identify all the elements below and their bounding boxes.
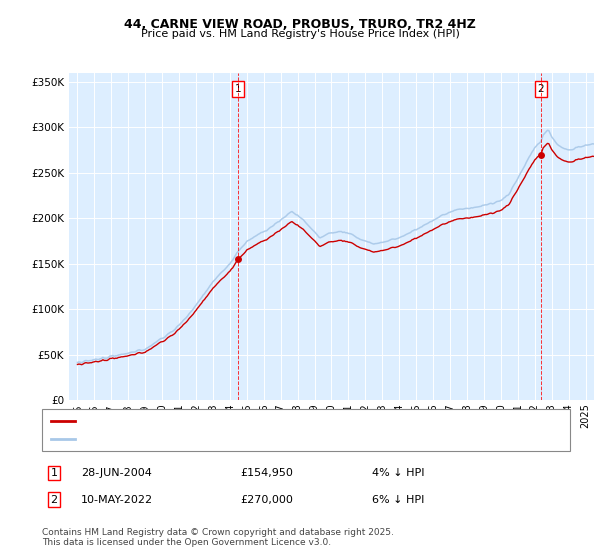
Text: Contains HM Land Registry data © Crown copyright and database right 2025.
This d: Contains HM Land Registry data © Crown c… <box>42 528 394 547</box>
Text: HPI: Average price, semi-detached house, Cornwall: HPI: Average price, semi-detached house,… <box>79 434 346 444</box>
Text: 2: 2 <box>538 84 544 94</box>
Text: 28-JUN-2004: 28-JUN-2004 <box>81 468 152 478</box>
Text: 6% ↓ HPI: 6% ↓ HPI <box>372 494 424 505</box>
Text: 44, CARNE VIEW ROAD, PROBUS, TRURO, TR2 4HZ (semi-detached house): 44, CARNE VIEW ROAD, PROBUS, TRURO, TR2 … <box>79 416 466 426</box>
Text: 2: 2 <box>50 494 58 505</box>
Text: £154,950: £154,950 <box>240 468 293 478</box>
Text: Price paid vs. HM Land Registry's House Price Index (HPI): Price paid vs. HM Land Registry's House … <box>140 29 460 39</box>
Text: 1: 1 <box>50 468 58 478</box>
Text: 44, CARNE VIEW ROAD, PROBUS, TRURO, TR2 4HZ: 44, CARNE VIEW ROAD, PROBUS, TRURO, TR2 … <box>124 18 476 31</box>
Text: £270,000: £270,000 <box>240 494 293 505</box>
Text: 4% ↓ HPI: 4% ↓ HPI <box>372 468 425 478</box>
Text: 1: 1 <box>235 84 241 94</box>
Text: 10-MAY-2022: 10-MAY-2022 <box>81 494 153 505</box>
